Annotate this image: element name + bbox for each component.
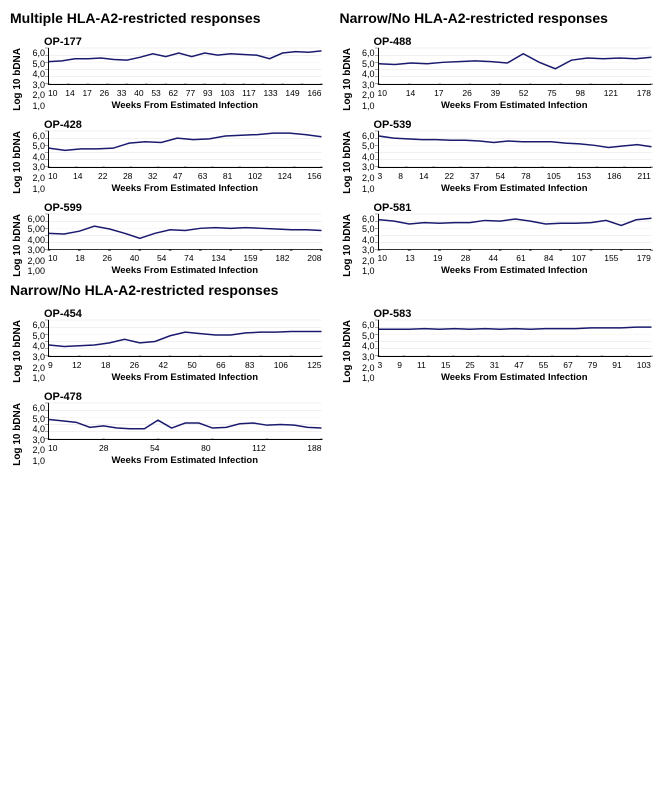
section-header: Narrow/No HLA-A2-restricted responses <box>10 282 322 298</box>
panel-title: OP-581 <box>374 202 652 214</box>
y-axis-label: Log 10 bDNA <box>10 320 25 383</box>
panel-title: OP-478 <box>44 391 322 403</box>
chart-panel: OP-488 Log 10 bDNA6,05,04,03,02,01,010141… <box>340 34 652 111</box>
chart-panel: OP-177 Log 10 bDNA6,05,04,03,02,01,010141… <box>10 34 322 111</box>
y-axis-label: Log 10 bDNA <box>10 131 25 194</box>
spacer <box>340 282 652 300</box>
y-ticks: 6,05,04,03,02,01,0 <box>355 214 378 277</box>
plot-area <box>378 320 652 357</box>
x-ticks: 381422375478105153186211 <box>378 171 652 181</box>
y-ticks: 6,05,04,03,02,01,0 <box>25 131 48 194</box>
chart-panel: OP-581 Log 10 bDNA6,05,04,03,02,01,010131… <box>340 200 652 277</box>
plot-area <box>378 48 652 85</box>
y-axis-label: Log 10 bDNA <box>340 48 355 111</box>
x-ticks: 10141726334053627793103117133149166 <box>48 88 322 98</box>
panel-title: OP-428 <box>44 119 322 131</box>
plot-area <box>378 214 652 251</box>
chart-panel: OP-478 Log 10 bDNA6,05,04,03,02,01,010285… <box>10 389 322 466</box>
x-axis-label: Weeks From Estimated Infection <box>378 372 652 383</box>
panel-title: OP-539 <box>374 119 652 131</box>
x-ticks: 101826405474134159182208 <box>48 253 322 263</box>
x-axis-label: Weeks From Estimated Infection <box>48 265 322 276</box>
section-header: Multiple HLA-A2-restricted responses <box>10 10 322 26</box>
chart-panel: OP-454 Log 10 bDNA6,05,04,03,02,01,091218… <box>10 306 322 383</box>
y-ticks: 6,05,04,03,02,01,0 <box>355 48 378 111</box>
y-ticks: 6,05,04,03,02,01,0 <box>355 131 378 194</box>
x-axis-label: Weeks From Estimated Infection <box>48 100 322 111</box>
y-axis-label: Log 10 bDNA <box>340 131 355 194</box>
y-axis-label: Log 10 bDNA <box>10 214 25 277</box>
x-axis-label: Weeks From Estimated Infection <box>378 183 652 194</box>
plot-area <box>48 131 322 168</box>
panel-title: OP-583 <box>374 308 652 320</box>
plot-area <box>48 214 322 251</box>
plot-area <box>48 48 322 85</box>
panel-title: OP-177 <box>44 36 322 48</box>
y-axis-label: Log 10 bDNA <box>340 214 355 277</box>
y-ticks: 6,05,04,03,02,01,0 <box>25 320 48 383</box>
chart-panel: OP-428 Log 10 bDNA6,05,04,03,02,01,010142… <box>10 117 322 194</box>
empty <box>340 389 652 466</box>
panel-title: OP-488 <box>374 36 652 48</box>
x-axis-label: Weeks From Estimated Infection <box>48 455 322 466</box>
y-ticks: 6,005,004,003,002,001,00 <box>25 214 48 277</box>
x-axis-label: Weeks From Estimated Infection <box>378 265 652 276</box>
panel-title: OP-599 <box>44 202 322 214</box>
y-ticks: 6,05,04,03,02,01,0 <box>355 320 378 383</box>
x-ticks: 39111525314755677991103 <box>378 360 652 370</box>
chart-panel: OP-539 Log 10 bDNA6,05,04,03,02,01,038142… <box>340 117 652 194</box>
x-ticks: 10131928446184107155179 <box>378 253 652 263</box>
x-ticks: 1014172639527598121178 <box>378 88 652 98</box>
chart-panel: OP-599 Log 10 bDNA6,005,004,003,002,001,0… <box>10 200 322 277</box>
y-axis-label: Log 10 bDNA <box>10 403 25 466</box>
y-ticks: 6,05,04,03,02,01,0 <box>25 403 48 466</box>
plot-area <box>378 131 652 168</box>
plot-area <box>48 320 322 357</box>
x-axis-label: Weeks From Estimated Infection <box>48 183 322 194</box>
section-header: Narrow/No HLA-A2-restricted responses <box>340 10 652 26</box>
plot-area <box>48 403 322 440</box>
y-axis-label: Log 10 bDNA <box>340 320 355 383</box>
x-ticks: 912182642506683106125 <box>48 360 322 370</box>
x-ticks: 1014222832476381102124156 <box>48 171 322 181</box>
x-axis-label: Weeks From Estimated Infection <box>48 372 322 383</box>
y-axis-label: Log 10 bDNA <box>10 48 25 111</box>
y-ticks: 6,05,04,03,02,01,0 <box>25 48 48 111</box>
x-ticks: 10285480112188 <box>48 443 322 453</box>
panel-title: OP-454 <box>44 308 322 320</box>
x-axis-label: Weeks From Estimated Infection <box>378 100 652 111</box>
chart-panel: OP-583 Log 10 bDNA6,05,04,03,02,01,039111… <box>340 306 652 383</box>
